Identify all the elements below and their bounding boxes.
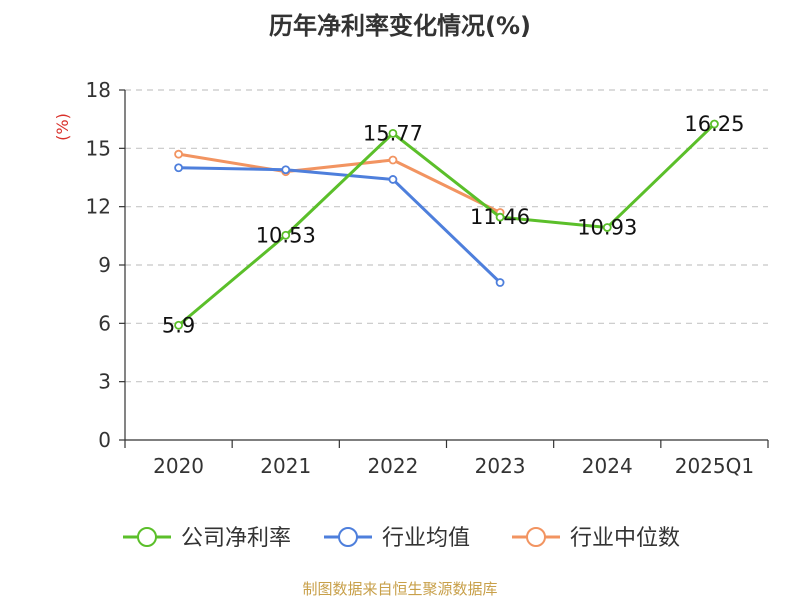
y-tick-label: 3 bbox=[98, 370, 111, 394]
series-layer bbox=[174, 119, 719, 330]
data-point bbox=[174, 149, 183, 159]
data-label: 16.25 bbox=[684, 112, 744, 136]
axes: 0 3 6 9 12 15 18 (%) 2020 2021 2022 2023 2024 2025Q1 bbox=[53, 78, 769, 478]
x-tick-label: 2024 bbox=[582, 454, 633, 478]
chart-title: 历年净利率变化情况(%) bbox=[269, 12, 531, 40]
data-point bbox=[281, 230, 291, 240]
data-label: 11.46 bbox=[470, 205, 530, 229]
legend-label: 行业均值 bbox=[382, 526, 470, 551]
x-tick-label: 2021 bbox=[260, 454, 311, 478]
data-point bbox=[388, 128, 398, 138]
y-tick-label: 15 bbox=[86, 136, 111, 160]
x-tick-label: 2020 bbox=[153, 454, 204, 478]
legend-label: 公司净利率 bbox=[181, 526, 291, 551]
data-labels: 5.9 10.53 15.77 11.46 10.93 16.25 bbox=[162, 112, 745, 337]
legend-marker bbox=[338, 527, 358, 547]
data-point bbox=[281, 165, 291, 175]
source-note: 制图数据来自恒生聚源数据库 bbox=[302, 580, 498, 598]
legend-marker bbox=[137, 527, 157, 547]
data-point bbox=[174, 163, 183, 173]
data-point bbox=[388, 155, 398, 165]
data-point bbox=[495, 212, 505, 222]
data-label: 10.53 bbox=[256, 223, 316, 247]
series-line bbox=[177, 122, 716, 327]
legend-label: 行业中位数 bbox=[570, 526, 680, 551]
data-point bbox=[495, 278, 505, 287]
data-point bbox=[174, 320, 183, 330]
data-label: 15.77 bbox=[363, 121, 423, 145]
x-tick-label: 2022 bbox=[367, 454, 418, 478]
legend: 公司净利率 行业均值 行业中位数 bbox=[123, 526, 680, 551]
data-label: 5.9 bbox=[162, 313, 195, 337]
y-tick-label: 6 bbox=[98, 311, 111, 335]
x-tick-label: 2025Q1 bbox=[675, 454, 754, 478]
data-label: 10.93 bbox=[577, 215, 637, 239]
y-axis-unit-label: (%) bbox=[53, 113, 72, 141]
legend-marker bbox=[526, 527, 546, 547]
data-point bbox=[388, 175, 398, 184]
y-tick-label: 9 bbox=[98, 253, 111, 277]
y-tick-label: 18 bbox=[86, 78, 111, 102]
grid-lines bbox=[125, 89, 768, 383]
data-point bbox=[710, 119, 719, 129]
y-tick-label: 0 bbox=[98, 428, 111, 452]
series-line bbox=[178, 152, 501, 214]
data-point bbox=[602, 223, 612, 232]
x-tick-label: 2023 bbox=[475, 454, 526, 478]
y-tick-label: 12 bbox=[86, 195, 111, 219]
series-line bbox=[178, 166, 502, 284]
